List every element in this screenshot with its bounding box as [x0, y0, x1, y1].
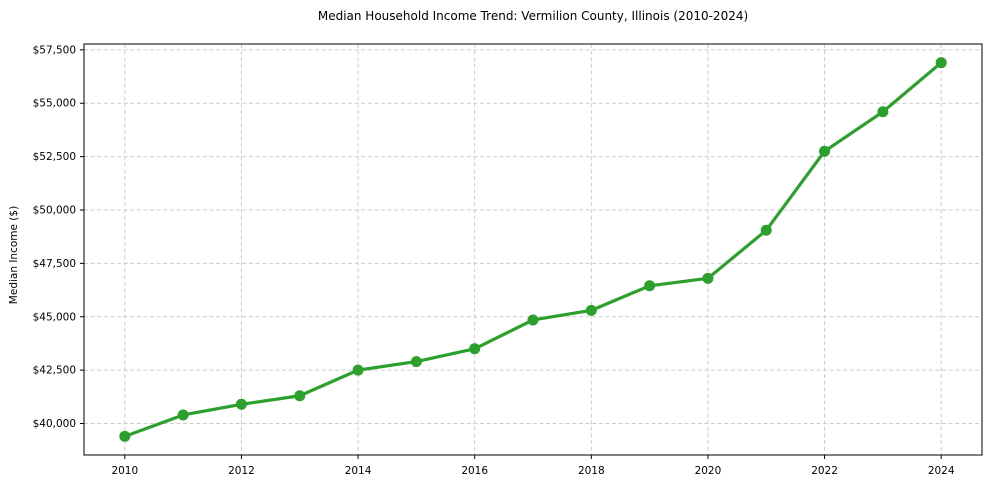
chart-title: Median Household Income Trend: Vermilion…: [317, 9, 749, 23]
y-tick-label: $42,500: [33, 365, 76, 377]
data-point-2024: [935, 57, 947, 69]
y-axis-label: Median Income ($): [8, 205, 20, 305]
data-point-2020: [702, 272, 714, 284]
data-point-2010: [119, 430, 131, 442]
y-tick-label: $47,500: [33, 258, 76, 270]
y-tick-label: $40,000: [33, 418, 76, 430]
y-tick-label: $57,500: [33, 44, 76, 56]
x-tick-label: 2018: [578, 465, 605, 477]
plot-border: [83, 43, 983, 456]
x-tick-label: 2020: [695, 465, 722, 477]
x-tick-label: 2014: [345, 465, 372, 477]
x-tick-label: 2012: [228, 465, 255, 477]
y-tick-label: $45,000: [33, 311, 76, 323]
x-tick-label: 2024: [928, 465, 955, 477]
data-point-2022: [819, 145, 831, 157]
y-tick-label: $50,000: [33, 205, 76, 217]
data-point-2023: [877, 106, 889, 118]
y-tick-label: $55,000: [33, 98, 76, 110]
data-point-2013: [294, 390, 306, 402]
x-tick-label: 2016: [461, 465, 488, 477]
data-point-2014: [352, 364, 364, 376]
data-point-2021: [760, 224, 772, 236]
data-point-2019: [644, 280, 656, 292]
data-point-2012: [235, 398, 247, 410]
x-tick-label: 2010: [111, 465, 138, 477]
data-point-2017: [527, 314, 539, 326]
x-tick-label: 2022: [811, 465, 838, 477]
data-point-2016: [469, 343, 481, 355]
data-point-2015: [410, 356, 422, 368]
data-point-2018: [585, 304, 597, 316]
y-tick-label: $52,500: [33, 151, 76, 163]
data-point-2011: [177, 409, 189, 421]
